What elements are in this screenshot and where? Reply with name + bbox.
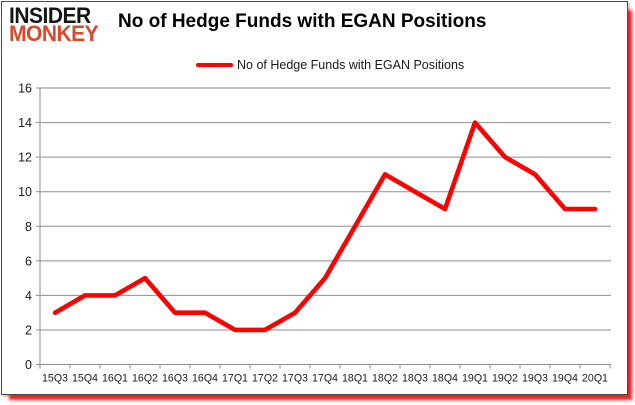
legend-label: No of Hedge Funds with EGAN Positions — [237, 58, 465, 72]
x-axis-label: 17Q1 — [222, 373, 248, 385]
x-axis-label: 15Q4 — [72, 373, 98, 385]
x-axis-label: 18Q2 — [372, 373, 398, 385]
x-axis-label: 16Q1 — [102, 373, 128, 385]
line-chart: 0 2 4 6 8 10 12 14 16 15Q3 15Q4 16Q1 16Q2 16Q3 16Q4 17Q… — [18, 82, 611, 385]
series-line — [52, 120, 598, 333]
chart-title: No of Hedge Funds with EGAN Positions — [118, 11, 487, 32]
legend: No of Hedge Funds with EGAN Positions — [196, 56, 464, 74]
chart-card: INSIDER MONKEY No of Hedge Funds with EG… — [1, 1, 628, 395]
x-axis-label: 19Q2 — [492, 373, 518, 385]
x-axis-label: 18Q3 — [402, 373, 428, 385]
x-axis-label: 19Q1 — [462, 373, 488, 385]
logo-insider-text: INSIDER — [9, 3, 91, 28]
x-axis-label: 18Q4 — [432, 373, 458, 385]
y-axis-label: 10 — [18, 185, 32, 199]
y-axis-label: 16 — [18, 82, 32, 96]
x-axis-label: 16Q2 — [132, 373, 158, 385]
x-axis-label: 18Q1 — [342, 373, 368, 385]
x-axis-label: 19Q4 — [552, 373, 578, 385]
legend-line-swatch — [196, 63, 233, 67]
y-axis-label: 8 — [25, 220, 32, 234]
x-axis-label: 17Q4 — [312, 373, 338, 385]
y-axis-label: 6 — [25, 254, 32, 268]
x-axis-label: 17Q3 — [282, 373, 308, 385]
insider-monkey-logo: INSIDER MONKEY — [9, 3, 99, 47]
x-axis-label: 19Q3 — [522, 373, 548, 385]
y-axis-label: 0 — [25, 358, 32, 372]
y-axis-label: 4 — [25, 289, 32, 303]
x-axis-label: 16Q4 — [192, 373, 218, 385]
y-axis-label: 14 — [18, 116, 32, 130]
x-axis-label: 16Q3 — [162, 373, 188, 385]
x-axis-label: 17Q2 — [252, 373, 278, 385]
y-axis-label: 2 — [25, 323, 32, 337]
logo-monkey-text: MONKEY — [9, 22, 99, 47]
y-axis-label: 12 — [18, 151, 32, 165]
x-axis-label: 20Q1 — [582, 373, 608, 385]
x-axis-label: 15Q3 — [42, 373, 68, 385]
